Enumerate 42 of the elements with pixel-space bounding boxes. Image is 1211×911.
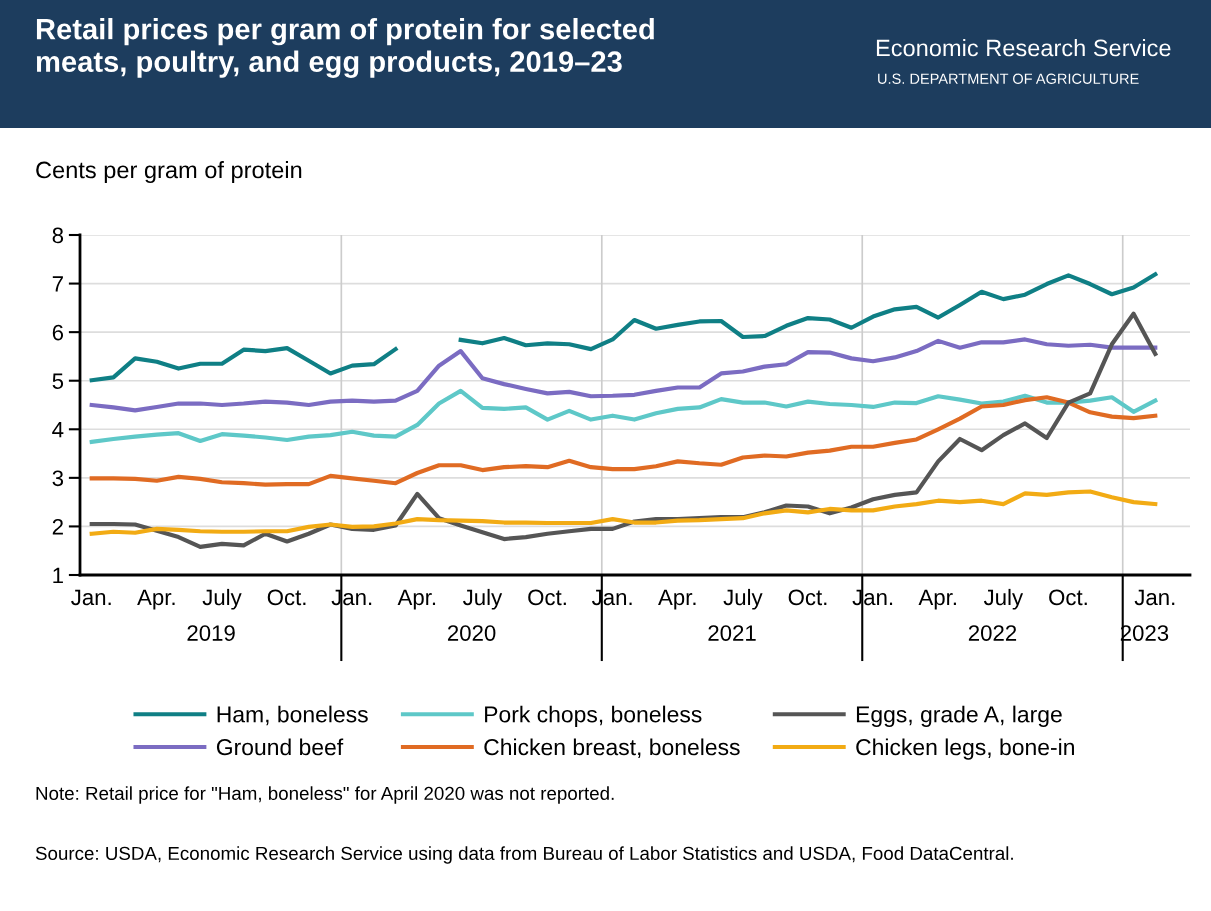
legend-label: Eggs, grade A, large [856, 705, 1062, 727]
legend-label: Chicken breast, boneless [484, 738, 740, 758]
x-tick-label: July [463, 588, 503, 610]
text: 2020 [447, 625, 496, 641]
text: Economic Research Service [876, 39, 1171, 57]
x-tick-label: Apr. [137, 589, 175, 610]
y-axis-title: Cents per gram of protein [36, 161, 302, 184]
text: 2019 [187, 625, 235, 641]
x-tick-label: Jan. [71, 589, 111, 606]
x-tick-label: Oct. [1049, 589, 1087, 606]
x-tick-label: Jan. [1134, 589, 1175, 606]
legend-label: Chicken legs, bone-in [856, 738, 1074, 760]
y-tick-label: 2 [52, 518, 63, 535]
x-tick-label: July [723, 588, 763, 610]
text: 2022 [968, 625, 1017, 641]
line-series [89, 388, 1158, 444]
y-tick-label: 3 [52, 470, 64, 487]
x-tick-label: Apr. [658, 589, 696, 610]
source-note: Source: USDA, Economic Research Service using data from Bureau of Labor Statistics and USDA, Food DataCentral. [35, 846, 1013, 864]
legend-label: Ground beef [216, 738, 344, 756]
y-tick-label: 6 [52, 324, 64, 341]
line-series [89, 395, 1158, 487]
x-tick-label: July [202, 588, 242, 610]
text: Note: Retail price for "Ham, boneless" for April 2020 was not reported. [36, 786, 614, 804]
x-tick-label: July [983, 588, 1024, 610]
x-tick-label: Apr. [918, 589, 956, 610]
text: 2021 [708, 625, 756, 641]
line-series [89, 489, 1158, 536]
y-tick-label: 5 [52, 373, 64, 389]
y-tick-label: 7 [52, 276, 63, 292]
y-tick-label: 1 [53, 567, 63, 584]
y-tick-label: 4 [52, 422, 64, 438]
legend-label: Pork chops, boneless [485, 705, 702, 727]
x-tick-label: Oct. [528, 589, 566, 606]
text: U.S. DEPARTMENT OF AGRICULTURE [878, 73, 1139, 84]
x-tick-label: Oct. [267, 589, 306, 606]
x-tick-label: Oct. [788, 589, 827, 606]
line-series [89, 337, 1158, 413]
chart-title: Retail prices per gram of protein for selected meats, poultry, and egg products, 2019–23 [36, 18, 654, 78]
x-tick-label: Apr. [397, 589, 436, 610]
legend-label: Ham, boneless [217, 705, 368, 726]
y-tick-label: 8 [52, 227, 64, 244]
